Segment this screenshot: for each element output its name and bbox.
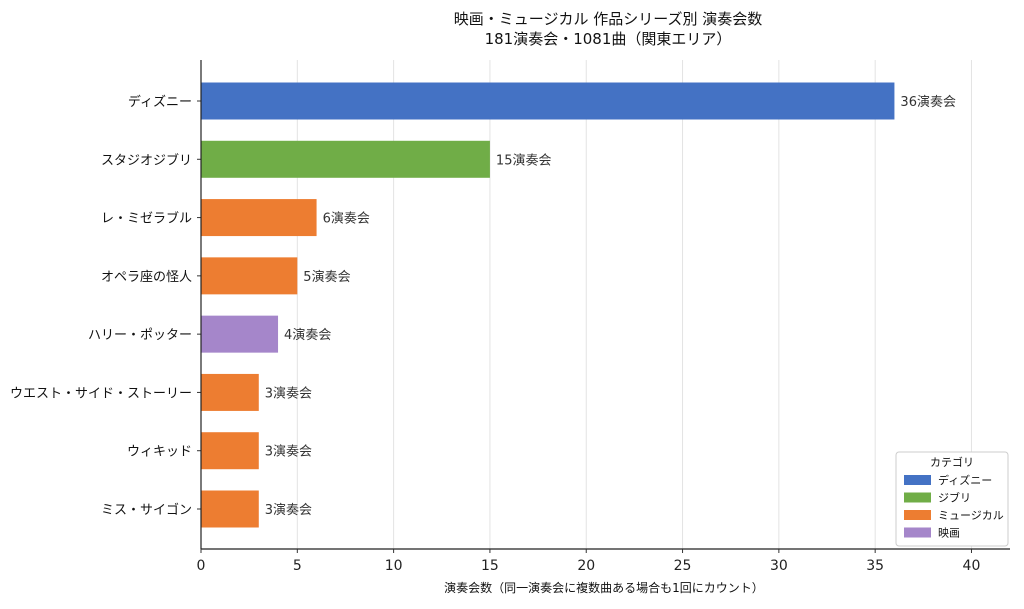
- bar: [201, 315, 279, 353]
- legend-label: 映画: [938, 527, 960, 540]
- category-label: ミス・サイゴン: [101, 502, 192, 518]
- category-label: ウィキッド: [127, 445, 192, 460]
- x-tick-label: 5: [293, 558, 302, 574]
- x-axis-label: 演奏会数（同一演奏会に複数曲ある場合も1回にカウント）: [444, 580, 764, 595]
- legend-title: カテゴリ: [930, 455, 974, 469]
- legend-swatch: [904, 510, 931, 520]
- bar: [201, 199, 317, 237]
- category-label: ハリー・ポッター: [88, 328, 192, 343]
- bar-value-label: 3演奏会: [265, 444, 312, 460]
- x-tick-label: 30: [770, 558, 788, 574]
- legend-label: ジブリ: [938, 491, 971, 505]
- bar: [201, 373, 259, 411]
- x-tick-label: 40: [963, 558, 981, 574]
- bar-value-labels: 36演奏会 15演奏会 6演奏会 5演奏会 4演奏会 3演奏会 3演奏会 3演奏会: [265, 94, 956, 518]
- legend-label: ディズニー: [938, 473, 992, 487]
- chart-subtitle: 181演奏会・1081曲（関東エリア）: [485, 30, 732, 48]
- bar-value-label: 3演奏会: [265, 385, 312, 401]
- category-label: ウエスト・サイド・ストーリー: [10, 386, 192, 401]
- x-tick-label: 20: [577, 558, 595, 574]
- x-tick-label: 10: [385, 558, 403, 574]
- x-tick-label: 0: [197, 558, 206, 574]
- bar-value-label: 5演奏会: [303, 269, 350, 285]
- bar-value-label: 36演奏会: [900, 94, 956, 110]
- legend-swatch: [904, 492, 931, 503]
- axes: [200, 60, 1010, 550]
- legend-swatch: [904, 475, 931, 485]
- bar-value-label: 15演奏会: [496, 152, 552, 168]
- category-labels: ディズニースタジオジブリレ・ミゼラブルオペラ座の怪人ハリー・ポッターウエスト・サ…: [10, 94, 201, 518]
- bar-value-label: 4演奏会: [284, 327, 331, 343]
- bar-value-label: 3演奏会: [265, 502, 312, 518]
- legend-swatch: [904, 527, 931, 538]
- bar: [201, 82, 895, 120]
- legend-label: ミュージカル: [938, 509, 1004, 522]
- grid-lines: [296, 60, 972, 549]
- chart-title: 映画・ミュージカル 作品シリーズ別 演奏会数: [454, 10, 763, 28]
- category-label: レ・ミゼラブル: [101, 211, 192, 227]
- bar: [201, 140, 490, 178]
- category-label: スタジオジブリ: [101, 152, 192, 168]
- category-label: ディズニー: [128, 94, 192, 110]
- bar-value-label: 6演奏会: [323, 211, 370, 227]
- bars: [201, 82, 895, 528]
- x-tick-label: 35: [866, 558, 884, 574]
- x-tick-label: 25: [674, 558, 692, 574]
- x-tick-labels: 0 5 10 15 20 25 30 35 40: [197, 549, 981, 574]
- bar: [201, 257, 298, 295]
- bar: [201, 490, 259, 528]
- bar: [201, 432, 259, 470]
- category-label: オペラ座の怪人: [101, 270, 192, 285]
- x-tick-label: 15: [481, 558, 499, 574]
